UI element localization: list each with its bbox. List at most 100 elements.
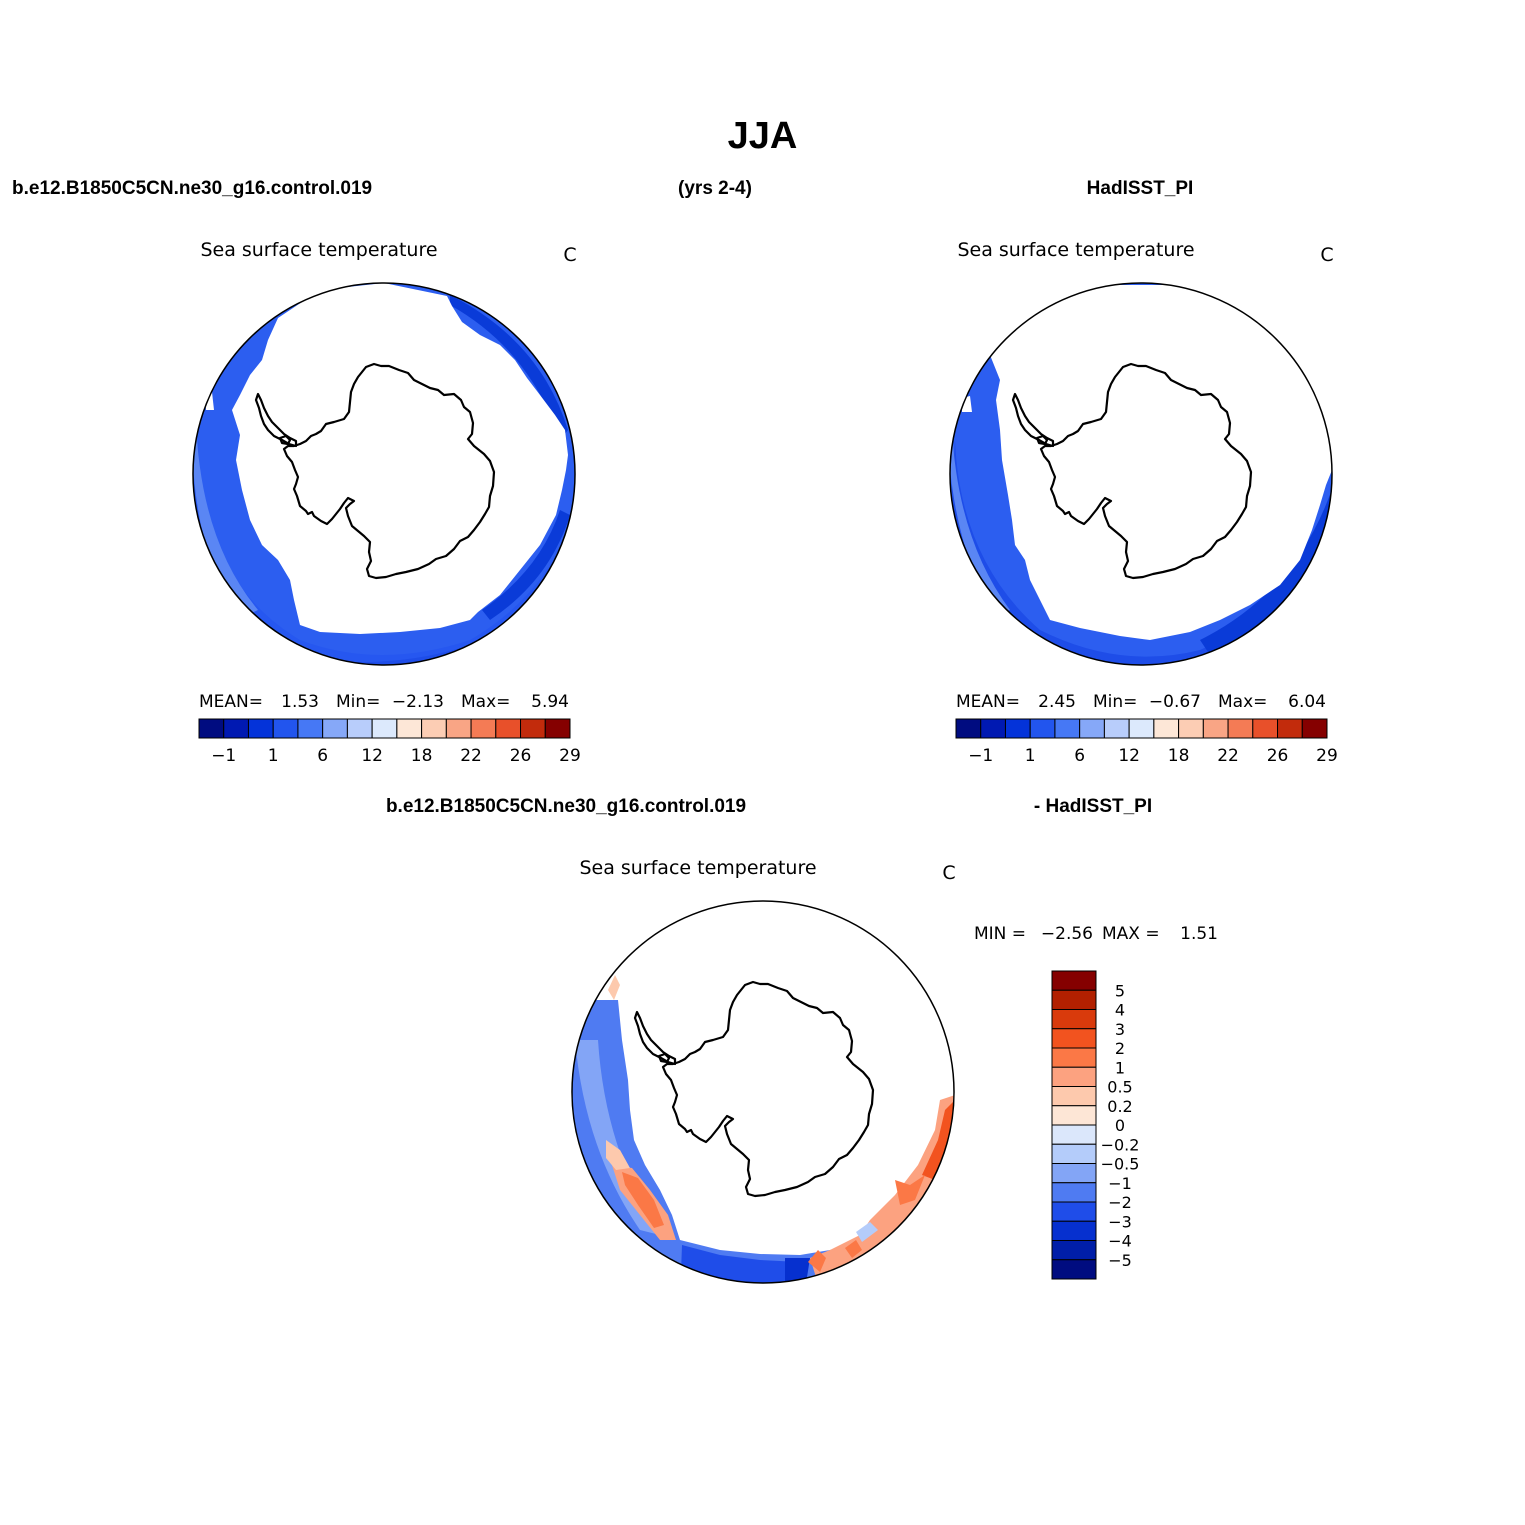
model-colorbar-swatch — [396, 718, 423, 739]
model-colorbar-swatch — [223, 718, 249, 739]
model-colorbar-tick-label: 26 — [510, 746, 532, 766]
obs-stats: MEAN= 2.45 Min= −0.67 Max= 6.04 — [956, 692, 1326, 712]
obs-colorbar-swatch — [1128, 718, 1155, 739]
obs-colorbar-swatch — [1153, 718, 1180, 739]
model-mean-value: 1.53 — [281, 692, 319, 712]
diff-colorbar-swatch — [1051, 1220, 1097, 1241]
obs-colorbar-swatch — [1277, 718, 1303, 739]
obs-colorbar-tick-label: 18 — [1168, 746, 1190, 766]
obs-max-label: Max= — [1218, 692, 1267, 712]
diff-colorbar-swatch — [1051, 1143, 1097, 1164]
model-colorbar-tick-label: 1 — [268, 746, 279, 766]
model-colorbar-tick-label: 12 — [361, 746, 383, 766]
obs-colorbar-swatch — [1029, 718, 1056, 739]
case-name: b.e12.B1850C5CN.ne30_g16.control.019 — [12, 178, 372, 199]
obs-colorbar-swatch — [1301, 718, 1328, 739]
model-colorbar-swatch — [272, 718, 299, 739]
obs-colorbar-tick-label: 29 — [1316, 746, 1338, 766]
model-units: C — [563, 244, 576, 266]
obs-colorbar-swatch — [1054, 718, 1081, 739]
diff-colorbar-swatch — [1051, 1105, 1097, 1126]
diff-colorbar-tick-label: 2 — [1115, 1039, 1125, 1058]
diff-colorbar-swatch — [1051, 1028, 1097, 1049]
model-stats: MEAN= 1.53 Min= −2.13 Max= 5.94 — [199, 692, 569, 712]
diff-colorbar-tick-label: 5 — [1115, 981, 1125, 1000]
diff-colorbar-swatch — [1051, 1240, 1097, 1261]
model-panel: Sea surface temperature C MEAN= 1.53 Min… — [192, 239, 581, 766]
obs-colorbar-swatch — [1178, 718, 1204, 739]
model-colorbar-swatch — [421, 718, 447, 739]
diff-colorbar-swatch — [1051, 1009, 1097, 1030]
diff-colorbar-tick-label: 4 — [1115, 1001, 1125, 1020]
diff-colorbar-tick-label: −1 — [1108, 1174, 1132, 1193]
years-label: (yrs 2-4) — [678, 178, 752, 199]
model-colorbar-swatch — [544, 718, 571, 739]
obs-colorbar-swatch — [1252, 718, 1279, 739]
diff-colorbar-tick-label: −2 — [1108, 1193, 1132, 1212]
obs-colorbar-tick-label: 12 — [1118, 746, 1140, 766]
diff-map-boundary — [571, 900, 955, 1284]
diff-stats: MIN = −2.56 MAX = 1.51 — [974, 924, 1218, 944]
model-min-value: −2.13 — [392, 692, 444, 712]
model-colorbar-swatch — [495, 718, 522, 739]
model-colorbar-tick-label: 18 — [411, 746, 433, 766]
model-colorbar-swatch — [322, 718, 348, 739]
diff-colorbar-tick-label: 1 — [1115, 1058, 1125, 1077]
model-max-value: 5.94 — [531, 692, 569, 712]
diff-colorbar-tick-label: −3 — [1108, 1212, 1132, 1231]
diff-colorbar-swatch — [1051, 970, 1097, 991]
diff-colorbar-swatch — [1051, 989, 1097, 1010]
diff-min-value: −2.56 — [1041, 924, 1093, 944]
model-colorbar-swatch — [371, 718, 398, 739]
diff-colorbar-tick-label: −0.2 — [1101, 1135, 1140, 1154]
model-colorbar-tick-label: 29 — [559, 746, 581, 766]
obs-colorbar-swatch — [1227, 718, 1254, 739]
model-colorbar-swatch — [297, 718, 324, 739]
model-colorbar-swatch — [346, 718, 373, 739]
model-colorbar-tick-label: 6 — [317, 746, 328, 766]
diff-colorbar-swatch — [1051, 1163, 1097, 1184]
obs-map-title: Sea surface temperature — [957, 239, 1194, 261]
diff-panel: Sea surface temperature C MIN = −2.56 — [571, 857, 1218, 1284]
diff-map-title: Sea surface temperature — [579, 857, 816, 879]
model-colorbar-swatch — [470, 718, 497, 739]
diff-colorbar-tick-label: −4 — [1108, 1232, 1132, 1251]
model-sst-field — [193, 283, 575, 665]
diff-colorbar-tick-label: 3 — [1115, 1020, 1125, 1039]
diff-min-label: MIN = — [974, 924, 1026, 944]
diff-colorbar-tick-label: −0.5 — [1101, 1155, 1140, 1174]
obs-colorbar-tick-label: −1 — [968, 746, 993, 766]
obs-max-value: 6.04 — [1288, 692, 1326, 712]
diff-colorbar-swatch — [1051, 1182, 1097, 1203]
main-title: JJA — [728, 115, 798, 157]
obs-colorbar-tick-label: 26 — [1267, 746, 1289, 766]
obs-sst-field — [950, 283, 1332, 665]
diff-colorbar-tick-label: 0.2 — [1107, 1097, 1132, 1116]
model-mean-label: MEAN= — [199, 692, 263, 712]
diff-colorbar-tick-label: 0.5 — [1107, 1078, 1132, 1097]
model-colorbar-swatch — [247, 718, 274, 739]
diff-sst-field — [572, 901, 954, 1283]
obs-panel: Sea surface temperature C MEAN= 2.45 Min… — [949, 239, 1338, 766]
diff-colorbar-swatch — [1051, 1086, 1097, 1107]
diff-max-label: MAX = — [1102, 924, 1160, 944]
obs-name: HadISST_PI — [1087, 178, 1194, 199]
diff-colorbar-swatch — [1051, 1259, 1097, 1280]
diff-colorbar-swatch — [1051, 1124, 1097, 1145]
diff-colorbar-tick-label: −5 — [1108, 1251, 1132, 1270]
diff-colorbar-tick-label: 0 — [1115, 1116, 1125, 1135]
model-colorbar: −1 1 6 12 18 22 26 29 — [198, 718, 581, 766]
obs-colorbar-tick-label: 6 — [1074, 746, 1085, 766]
model-map-title: Sea surface temperature — [200, 239, 437, 261]
diff-units: C — [942, 862, 955, 884]
obs-units: C — [1320, 244, 1333, 266]
obs-mean-value: 2.45 — [1038, 692, 1076, 712]
model-max-label: Max= — [461, 692, 510, 712]
model-min-label: Min= — [336, 692, 380, 712]
obs-colorbar-tick-label: 1 — [1025, 746, 1036, 766]
obs-colorbar-swatch — [1004, 718, 1031, 739]
obs-colorbar-swatch — [1079, 718, 1105, 739]
obs-colorbar-tick-label: 22 — [1217, 746, 1239, 766]
